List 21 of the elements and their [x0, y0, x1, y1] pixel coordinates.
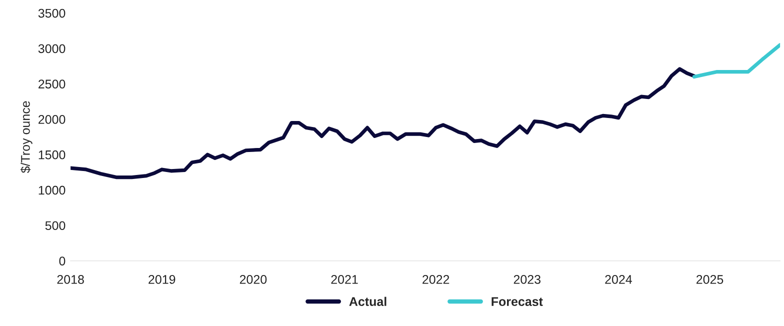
x-tick-label: 2019 [148, 275, 176, 284]
legend-label: Actual [349, 296, 386, 306]
line-series [692, 43, 780, 79]
x-tick-label: 2024 [605, 275, 632, 284]
x-tick-label: 2018 [57, 275, 84, 284]
y-tick-label: 3500 [38, 8, 66, 18]
y-tick-label: 0 [59, 256, 66, 266]
y-tick-label: 2500 [38, 80, 66, 88]
x-tick-label: 2020 [240, 275, 267, 284]
y-tick-label: 500 [45, 221, 66, 230]
y-axis-title: $/Troy ounce [20, 101, 32, 174]
y-tick-label: 1000 [38, 186, 66, 195]
legend-label: Forecast [492, 297, 543, 306]
x-tick-label: 2022 [422, 275, 450, 284]
y-tick-label: 3000 [38, 44, 66, 54]
x-tick-label: 2023 [514, 275, 540, 284]
x-tick-label: 2021 [331, 275, 358, 284]
line-series [70, 67, 696, 180]
y-tick-label: 1500 [38, 150, 66, 160]
y-tick-label: 2000 [38, 115, 66, 124]
x-tick-label: 2025 [696, 275, 724, 284]
